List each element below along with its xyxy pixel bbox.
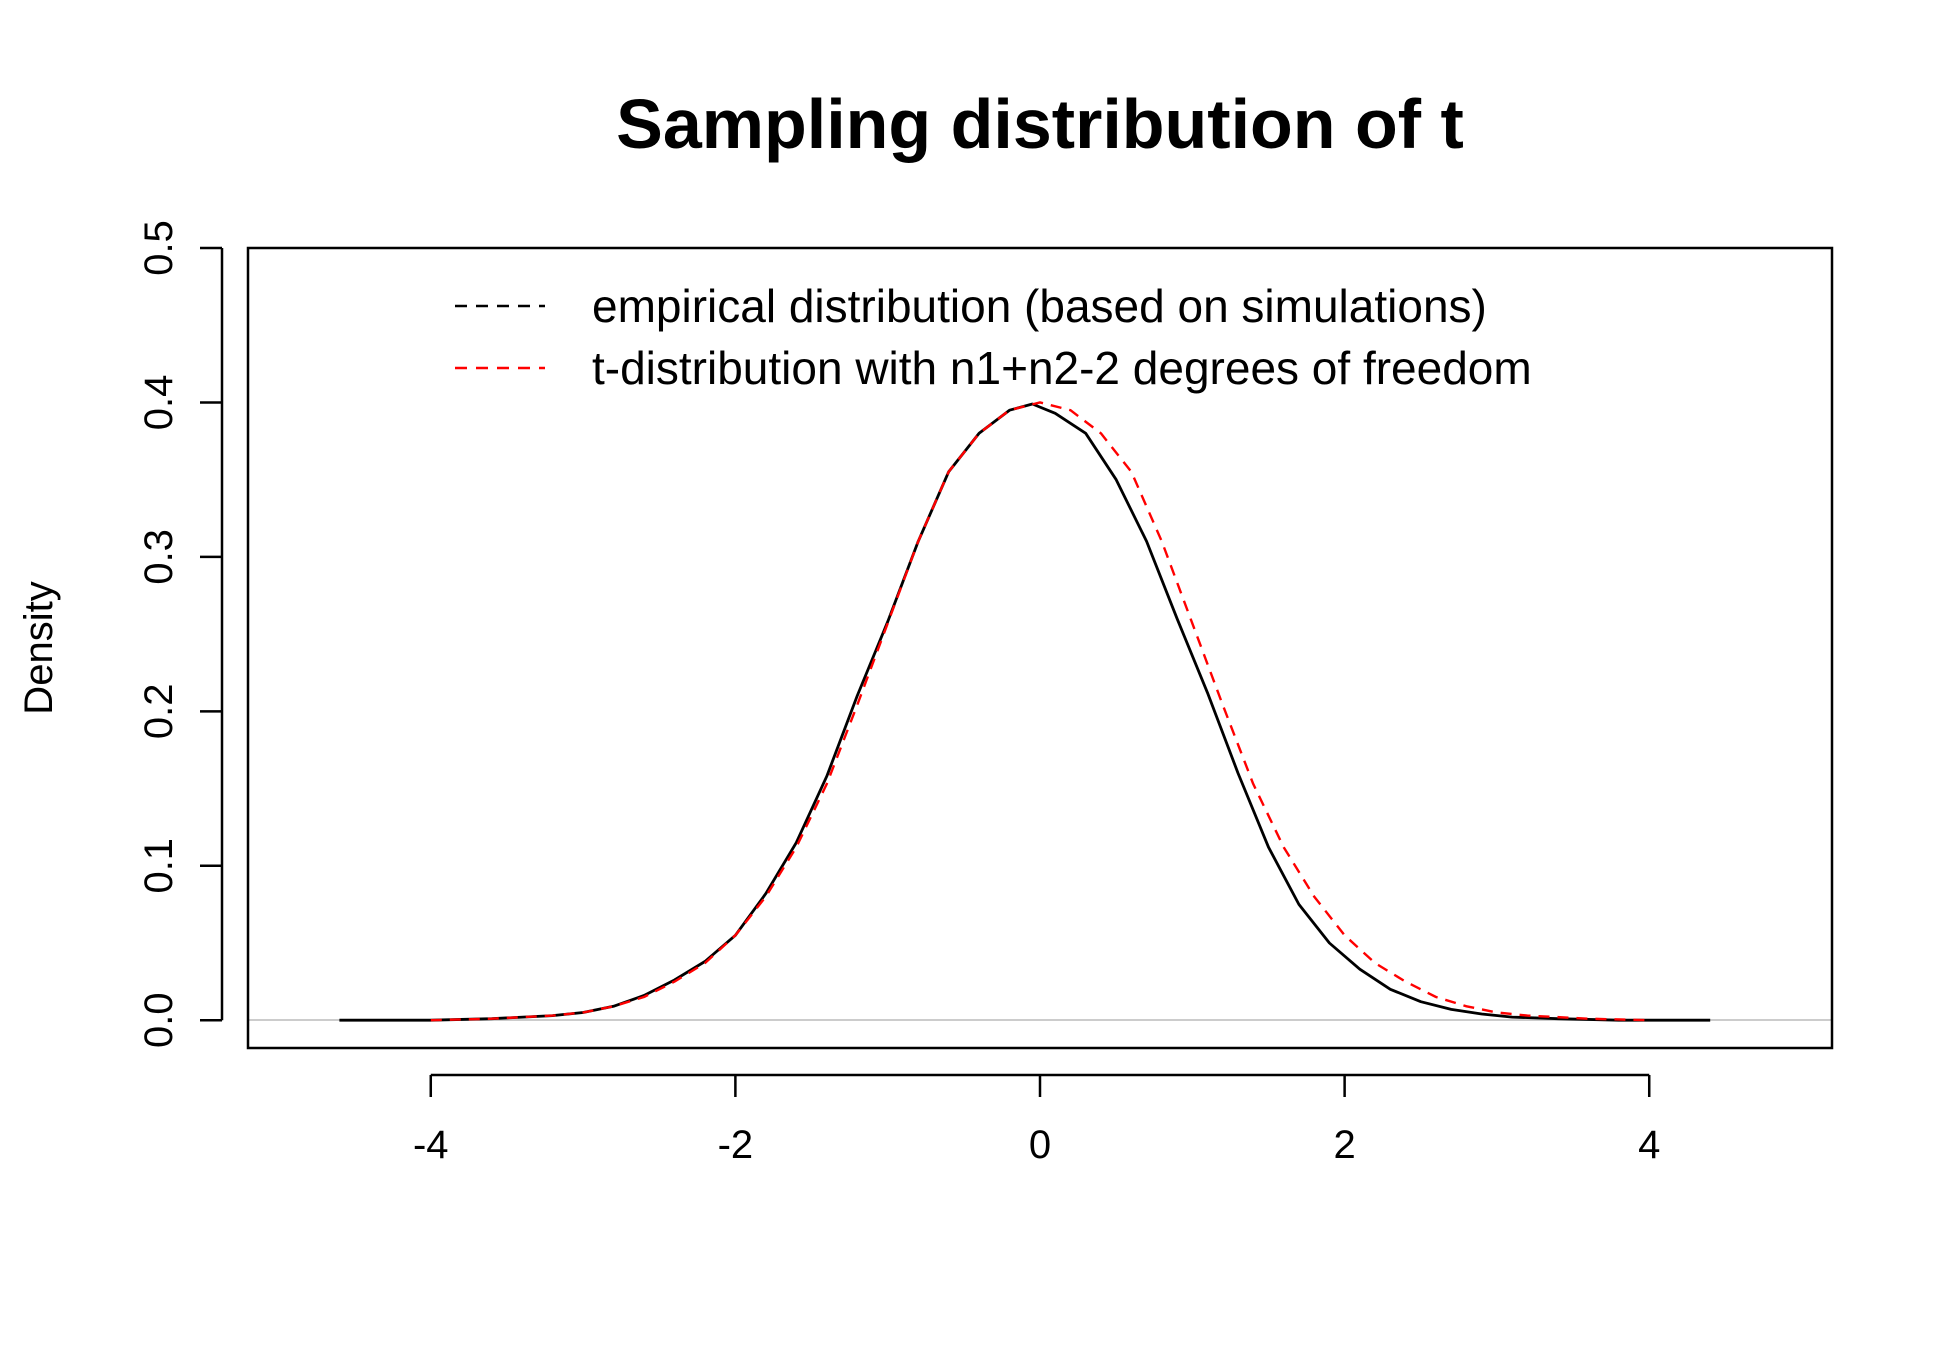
y-tick-label: 0.1: [137, 838, 181, 894]
x-axis: -4 -2 0 2 4: [413, 1073, 1660, 1167]
legend-label-empirical: empirical distribution (based on simulat…: [592, 280, 1487, 332]
x-tick-label: 2: [1333, 1123, 1355, 1167]
x-tick-label: 4: [1638, 1123, 1660, 1167]
y-axis-title: Density: [17, 581, 61, 714]
y-tick-label: 0.3: [137, 529, 181, 585]
y-tick-label: 0.0: [137, 992, 181, 1048]
y-axis: 0.0 0.1 0.2 0.3 0.4 0.5: [137, 220, 224, 1048]
y-tick-label: 0.4: [137, 375, 181, 431]
series-layer: [339, 401, 1711, 1022]
series-line-t-distribution: [430, 401, 1650, 1022]
y-tick-label: 0.2: [137, 684, 181, 740]
y-tick-label: 0.5: [137, 220, 181, 276]
legend-label-t-distribution: t-distribution with n1+n2-2 degrees of f…: [592, 342, 1532, 394]
plot-frame: [246, 246, 1834, 1050]
x-tick-label: 0: [1029, 1123, 1051, 1167]
chart-title: Sampling distribution of t: [616, 85, 1464, 163]
legend: empirical distribution (based on simulat…: [455, 280, 1532, 394]
series-line-empirical: [339, 402, 1711, 1022]
x-tick-label: -2: [718, 1123, 754, 1167]
x-tick-label: -4: [413, 1123, 449, 1167]
